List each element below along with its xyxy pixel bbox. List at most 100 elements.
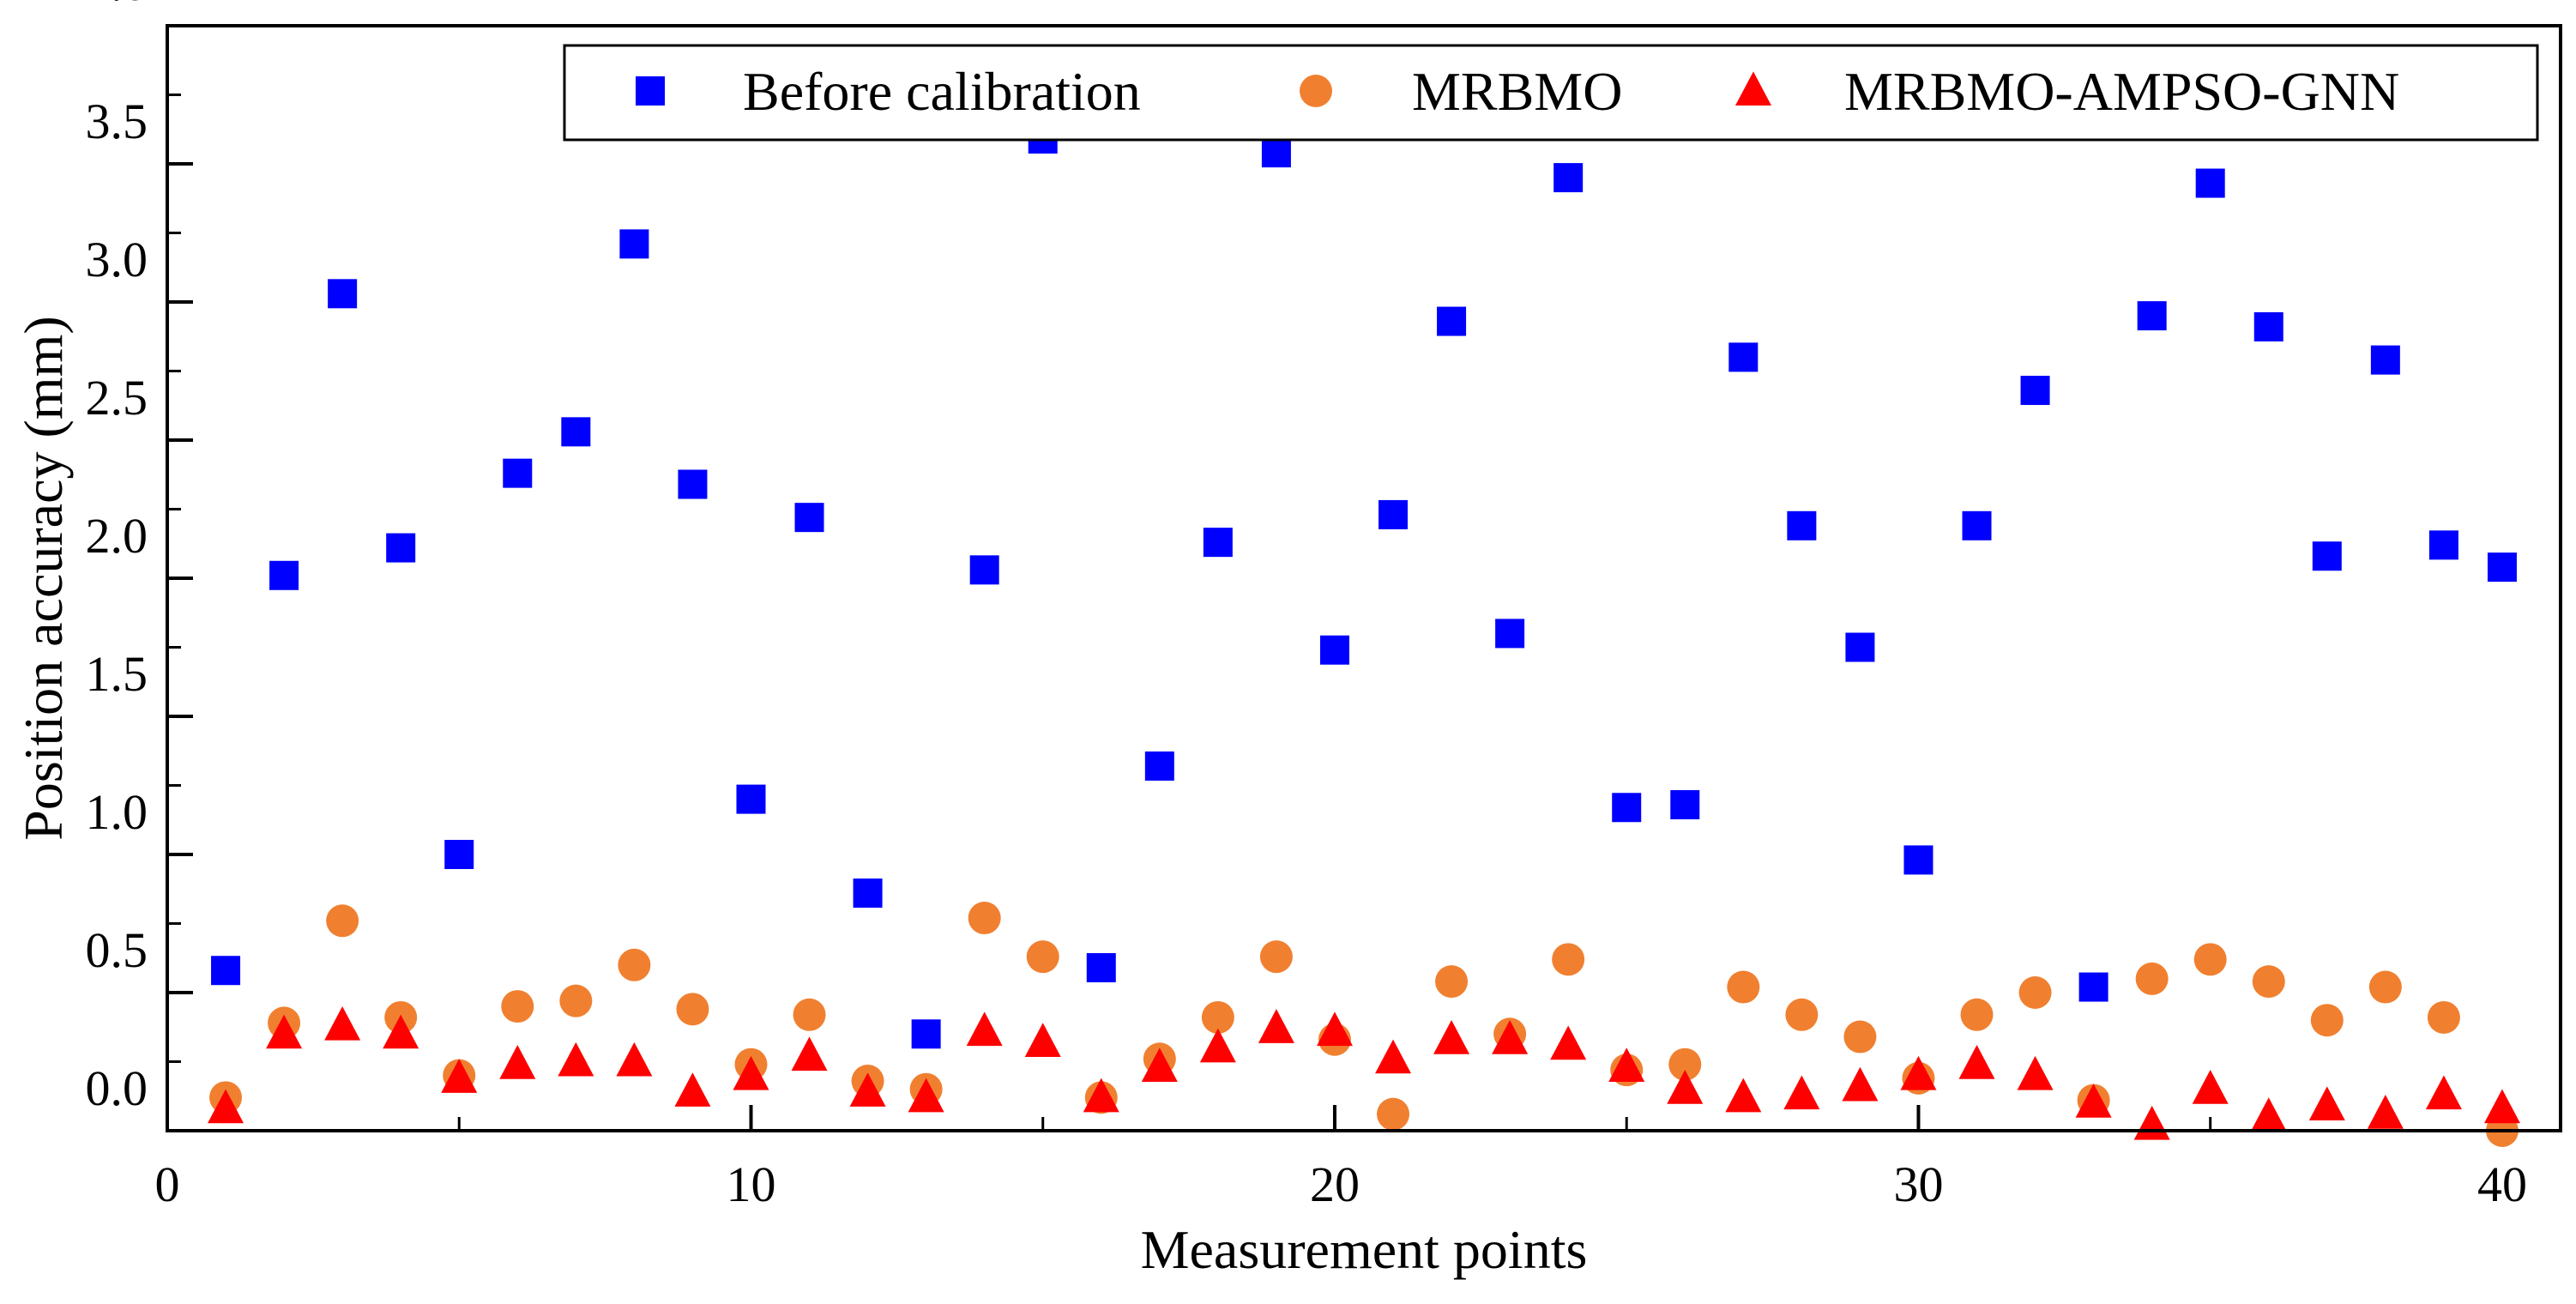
data-point — [618, 948, 651, 981]
data-point — [1433, 1020, 1470, 1054]
data-point — [1960, 998, 1994, 1031]
data-point — [733, 1055, 769, 1090]
data-point — [2075, 1084, 2112, 1118]
data-point — [791, 1036, 828, 1072]
legend-marker — [636, 76, 665, 106]
legend-box — [563, 44, 2539, 142]
data-point — [849, 1072, 886, 1107]
data-point — [503, 458, 533, 488]
data-point — [2133, 1105, 2170, 1140]
tick-layer: 0.0 0.5 1.0 1.5 2.0 2.5 3.0 3.5 4.0 0 10 20 30 40 — [86, 0, 2527, 1212]
data-point — [1552, 943, 1585, 976]
data-point — [2193, 943, 2227, 976]
legend-label: MRBMO — [1412, 61, 1622, 122]
data-point — [386, 533, 416, 563]
data-point — [1261, 138, 1291, 168]
legend: Before calibration MRBMO MRBMO-AMPSO-GNN — [563, 44, 2539, 142]
data-point — [736, 784, 766, 814]
data-point — [1900, 1055, 1937, 1090]
data-point — [326, 904, 359, 938]
data-point — [1495, 619, 1525, 649]
x-tick-label: 40 — [2477, 1156, 2527, 1212]
data-point — [2487, 552, 2517, 583]
data-point — [1199, 1028, 1236, 1063]
x-tick-label: 0 — [155, 1156, 180, 1212]
data-point — [969, 555, 999, 585]
data-point — [1492, 1020, 1529, 1054]
data-point — [793, 998, 826, 1031]
y-tick-label: 3.0 — [86, 232, 148, 287]
y-tick-label: 2.0 — [86, 508, 148, 564]
data-point — [501, 990, 534, 1023]
data-point — [794, 503, 824, 533]
data-point — [2370, 345, 2400, 375]
data-point — [966, 1011, 1003, 1047]
data-point — [1725, 1078, 1762, 1113]
data-point — [499, 1045, 536, 1079]
y-tick-label: 2.5 — [86, 370, 148, 426]
legend-marker — [1300, 75, 1332, 107]
data-point — [2368, 970, 2402, 1004]
data-point — [1845, 632, 1875, 662]
data-point — [2137, 301, 2167, 331]
data-point — [1378, 499, 1409, 529]
data-point — [619, 229, 649, 259]
data-point — [1144, 751, 1174, 781]
data-point — [211, 956, 241, 986]
data-point — [1668, 1047, 1702, 1081]
data-point — [1727, 970, 1760, 1004]
data-point — [2367, 1095, 2404, 1129]
data-point — [561, 417, 591, 447]
data-point — [1377, 1097, 1410, 1131]
data-point — [1437, 306, 1467, 336]
data-point — [676, 993, 709, 1026]
data-point — [1842, 1066, 1879, 1102]
data-point — [1728, 342, 1759, 372]
data-point — [208, 1089, 244, 1124]
series-mrbmo-ampso-gnn — [208, 1005, 2520, 1140]
y-tick-label: 0.0 — [86, 1060, 148, 1116]
data-point — [2428, 530, 2458, 560]
data-point — [1319, 635, 1349, 665]
data-point — [2078, 972, 2108, 1002]
data-point — [1259, 940, 1293, 974]
data-point — [1316, 1011, 1353, 1047]
y-tick-label: 0.5 — [86, 922, 148, 978]
y-tick-label: 3.5 — [86, 94, 148, 149]
data-point — [1785, 998, 1819, 1031]
data-point — [1903, 845, 1934, 875]
data-point — [1435, 965, 1469, 999]
data-point — [2017, 1055, 2054, 1090]
x-axis-label: Measurement points — [1141, 1219, 1588, 1280]
data-point — [1258, 1009, 1294, 1043]
data-point — [1612, 793, 1642, 823]
data-point — [2425, 1075, 2462, 1110]
data-point — [441, 1059, 478, 1093]
data-point — [383, 1014, 419, 1049]
data-marks — [208, 124, 2520, 1147]
data-point — [1608, 1047, 1645, 1082]
data-point — [678, 469, 708, 499]
data-point — [2253, 311, 2283, 341]
data-point — [444, 840, 474, 869]
y-axis-label: Position accuracy (mm) — [13, 316, 74, 840]
data-point — [2018, 976, 2052, 1009]
series-before-calibration — [211, 124, 2517, 1049]
data-point — [674, 1072, 711, 1107]
data-point — [2250, 1097, 2287, 1132]
data-point — [2020, 376, 2050, 406]
legend-marker — [1735, 71, 1771, 106]
data-point — [1670, 790, 1700, 820]
data-point — [2308, 1086, 2345, 1121]
data-point — [2192, 1070, 2229, 1104]
data-point — [2312, 541, 2342, 571]
x-tick-label: 20 — [1310, 1156, 1360, 1212]
data-point — [1086, 953, 1116, 983]
data-point — [2195, 168, 2225, 198]
plot-frame — [166, 24, 2562, 1132]
x-tick-label: 30 — [1893, 1156, 1943, 1212]
data-point — [1667, 1070, 1704, 1104]
y-tick-label: 4.0 — [86, 0, 148, 11]
data-point — [1962, 510, 1992, 540]
